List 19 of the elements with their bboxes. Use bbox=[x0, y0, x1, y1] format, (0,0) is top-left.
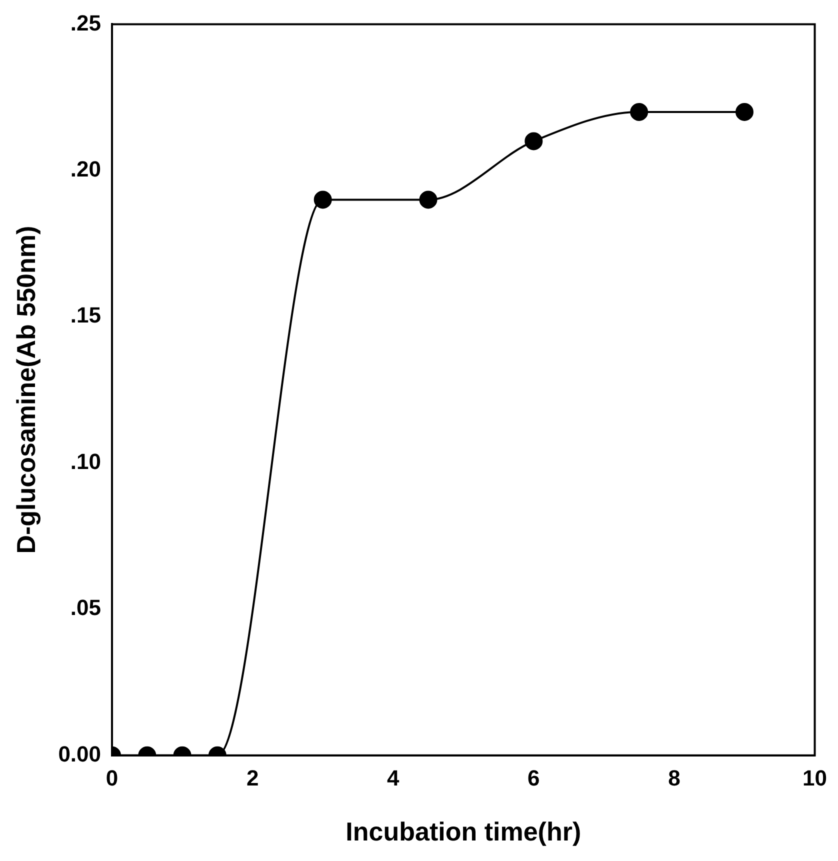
x-tick-label: 6 bbox=[528, 766, 540, 791]
point bbox=[735, 102, 754, 121]
y-tick-label: .15 bbox=[70, 302, 102, 328]
y-tick-label: .05 bbox=[70, 595, 102, 620]
y-axis-title: D-glucosamine(Ab 550nm) bbox=[10, 226, 41, 554]
x-tick-label: 4 bbox=[386, 766, 400, 791]
point bbox=[419, 190, 438, 209]
x-tick-label: 10 bbox=[802, 766, 828, 791]
x-tick-label: 0 bbox=[106, 766, 118, 791]
x-tick-label: 8 bbox=[668, 766, 680, 791]
y-tick-label: .10 bbox=[70, 448, 102, 474]
y-tick-label: .25 bbox=[70, 10, 102, 36]
y-tick-label: 0.00 bbox=[58, 741, 102, 766]
y-tick-label: .20 bbox=[70, 156, 102, 182]
point bbox=[630, 102, 648, 121]
x-axis-title: Incubation time(hr) bbox=[346, 816, 582, 847]
point bbox=[524, 132, 543, 150]
point bbox=[314, 190, 332, 209]
x-tick-label: 2 bbox=[246, 766, 259, 791]
